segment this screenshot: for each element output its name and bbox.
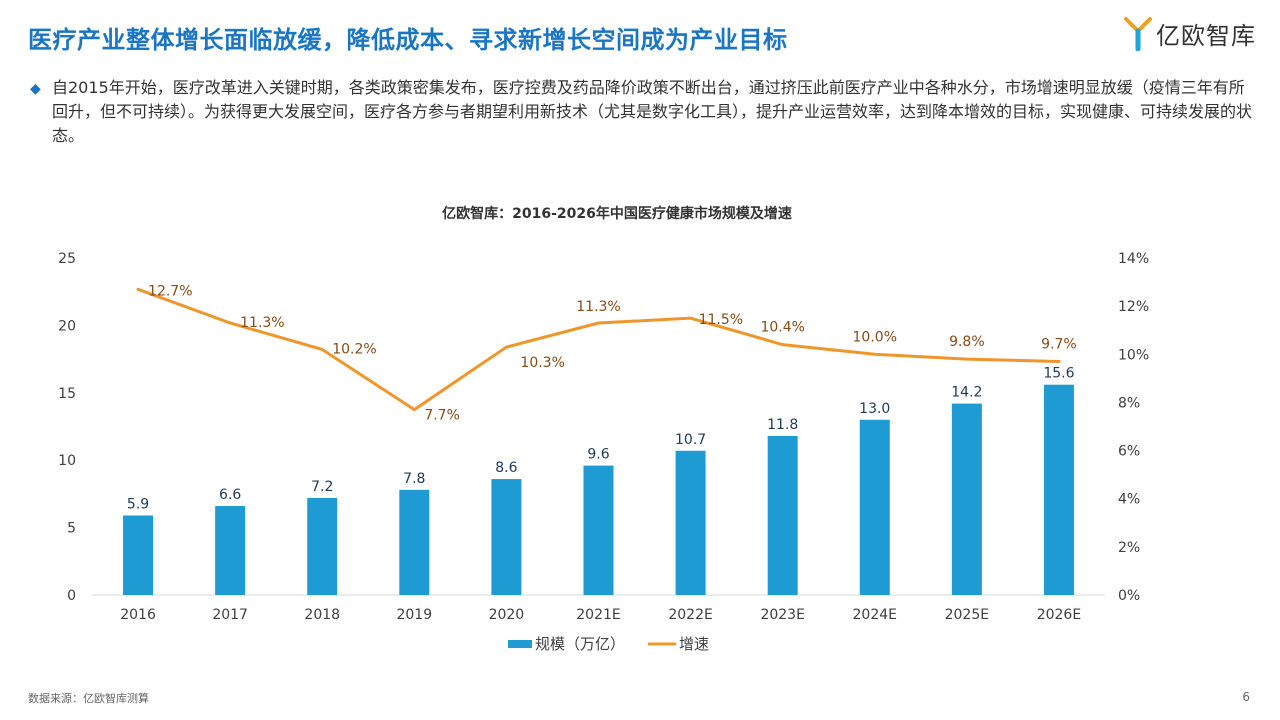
bar-2017 [215,506,246,595]
bar-value-label: 10.7 [675,432,706,448]
bar-2025E [951,403,982,595]
logo-text: 亿欧智库 [1156,22,1256,50]
combo-chart: 亿欧智库：2016-2026年中国医疗健康市场规模及增速 0510152025 … [58,205,1149,653]
line-series [136,287,1061,412]
line-value-label: 7.7% [424,408,460,424]
right-axis-tick-label: 4% [1118,492,1140,508]
left-axis-tick-label: 0 [67,588,76,604]
right-axis-tick-label: 6% [1118,444,1140,460]
bar-value-label: 7.2 [311,479,333,495]
page-title: 医疗产业整体增长面临放缓，降低成本、寻求新增长空间成为产业目标 [28,26,788,54]
bar-value-label: 8.6 [495,460,517,476]
brand-logo: 亿欧智库 [1124,16,1256,51]
bar-value-label: 14.2 [951,385,982,401]
legend-bar-label: 规模（万亿） [535,635,625,653]
line-value-label: 11.5% [699,312,743,328]
x-axis-tick-label: 2024E [853,607,897,623]
x-axis-tick-label: 2021E [576,607,620,623]
right-axis: 0% 2% 4% 6% 8% 10% 12% 14% [1118,251,1149,604]
right-axis-tick-label: 14% [1118,251,1149,267]
line-value-label: 10.4% [760,320,804,336]
line-value-label: 10.2% [332,341,376,357]
bar-series [123,384,1074,595]
bar-2018 [307,497,338,595]
line-value-label: 12.7% [148,283,192,299]
bar-2024E [859,419,890,595]
page-number: 6 [1242,690,1250,704]
x-axis-tick-label: 2020 [489,607,525,623]
chart-title: 亿欧智库：2016-2026年中国医疗健康市场规模及增速 [442,205,792,222]
line-value-label: 10.0% [853,329,897,345]
bar-value-label: 5.9 [127,496,149,512]
line-value-label: 11.3% [240,315,284,331]
bar-2022E [675,450,706,595]
right-axis-tick-label: 2% [1118,540,1140,556]
line-labels: 12.7% 11.3% 10.2% 7.7% 10.3% 11.3% 11.5% 10.4% 1… [148,283,1077,423]
left-axis-tick-label: 20 [58,318,76,334]
x-axis-tick-label: 2017 [212,607,248,623]
x-axis-ticks: 2016 2017 2018 2019 2020 2021E 2022E 2023E 2024E… [120,607,1081,623]
x-axis-tick-label: 2026E [1037,607,1081,623]
right-axis-tick-label: 10% [1118,347,1149,363]
x-axis-tick-label: 2025E [945,607,989,623]
x-axis-tick-label: 2018 [304,607,340,623]
bar-2019 [399,489,430,595]
chart-legend: 规模（万亿） 增速 [508,635,709,653]
line-value-label: 9.7% [1041,337,1077,353]
x-axis-tick-label: 2016 [120,607,156,623]
bar-labels: 5.9 6.6 7.2 7.8 8.6 9.6 10.7 11.8 13.0 14.2 15.6 [127,366,1075,513]
x-axis-tick-label: 2023E [760,607,804,623]
intro-text: 自2015年开始，医疗改革进入关键时期，各类政策密集发布，医疗控费及药品降价政策… [52,78,1253,145]
intro-paragraph: ◆ 自2015年开始，医疗改革进入关键时期，各类政策密集发布，医疗控费及药品降价… [30,76,1255,148]
left-axis-tick-label: 15 [58,386,76,402]
right-axis-tick-label: 0% [1118,588,1140,604]
left-axis-tick-label: 25 [58,251,76,267]
bar-value-label: 15.6 [1043,366,1074,382]
bar-2026E [1043,384,1074,595]
x-axis-tick-label: 2019 [396,607,432,623]
line-value-label: 11.3% [576,299,620,315]
bar-2023E [767,435,798,595]
logo-mark-icon [1124,16,1152,51]
bar-2016 [123,515,154,595]
line-value-label: 10.3% [520,355,564,371]
left-axis-tick-label: 10 [58,453,76,469]
diamond-bullet-icon: ◆ [30,81,41,97]
bar-value-label: 6.6 [219,487,241,503]
bar-value-label: 13.0 [859,401,890,417]
right-axis-tick-label: 12% [1118,299,1149,315]
bar-value-label: 7.8 [403,471,425,487]
bar-value-label: 9.6 [587,447,609,463]
legend-bar-swatch [508,640,532,648]
source-note: 数据来源：亿欧智库测算 [28,692,149,705]
growth-rate-line [136,287,1061,412]
left-axis-tick-label: 5 [67,521,76,537]
bar-2020 [491,479,522,595]
line-value-label: 9.8% [949,334,985,350]
bar-value-label: 11.8 [767,417,798,433]
x-axis-tick-label: 2022E [668,607,712,623]
chart-container: 亿欧智库：2016-2026年中国医疗健康市场规模及增速 0 5 10 15 20 25 … [0,190,1280,670]
bar-2021E [583,465,614,595]
left-axis: 0 5 10 15 20 25 [58,251,76,604]
legend-line-label: 增速 [679,635,709,653]
right-axis-tick-label: 8% [1118,395,1140,411]
